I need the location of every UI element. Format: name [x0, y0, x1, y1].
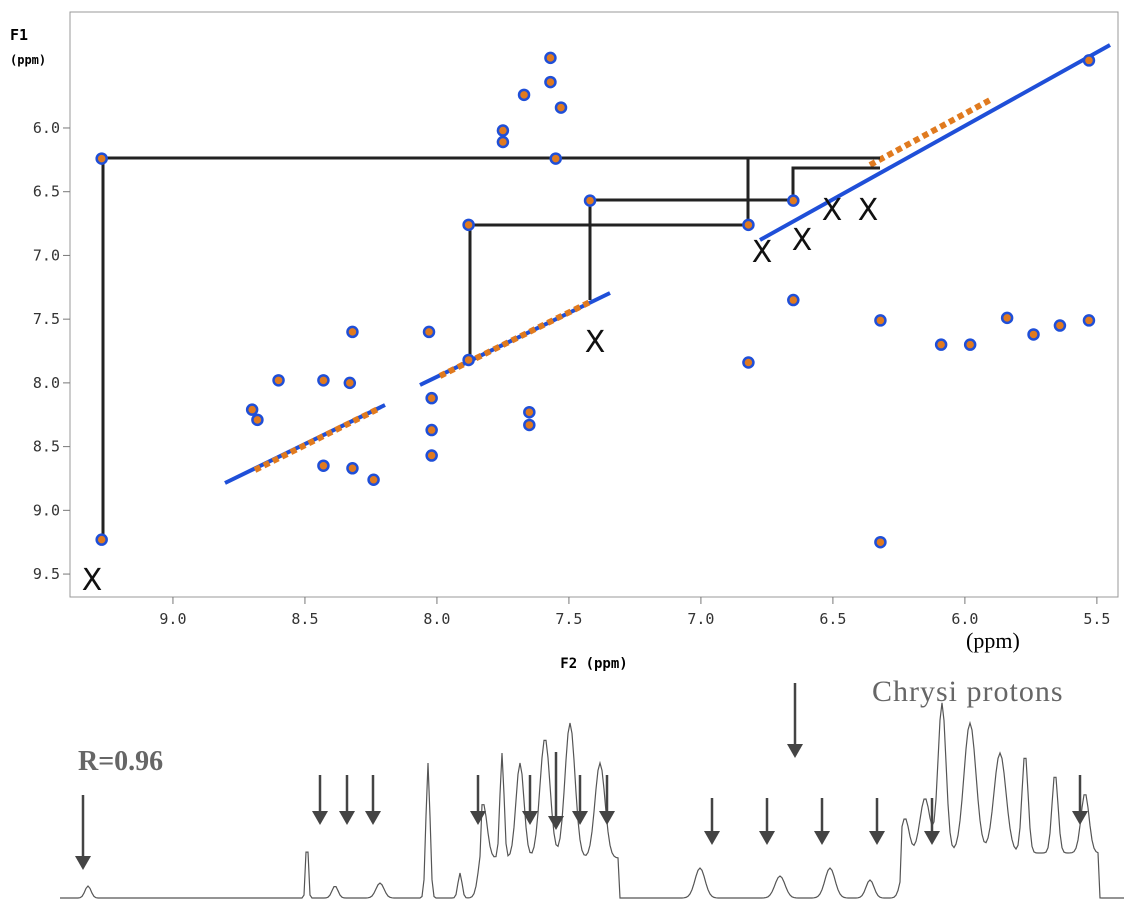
- diagonal-segment: [759, 43, 1111, 242]
- cross-peak: [1027, 328, 1040, 341]
- y-tick-label: 8.5: [33, 438, 60, 456]
- arrow-head: [599, 811, 615, 825]
- cross-peak: [367, 473, 380, 486]
- spectrum-trace: [60, 702, 1124, 899]
- y-tick-label: 7.0: [33, 246, 60, 264]
- cross-peak: [251, 413, 264, 427]
- cross-peak: [523, 405, 536, 419]
- cross-peak: [462, 353, 475, 367]
- cross-peak: [934, 338, 948, 351]
- cross-peak: [787, 293, 800, 307]
- cross-peak: [496, 124, 510, 137]
- diagonal-segment: [868, 97, 992, 168]
- annotation: X: [822, 193, 843, 228]
- cross-peak: [95, 152, 108, 165]
- diagonal-highlight: [253, 97, 992, 473]
- diagonal-segment: [253, 405, 382, 473]
- x-tick-label: 7.5: [555, 610, 582, 628]
- arrow-head: [759, 831, 775, 845]
- x-tick-label: 9.0: [159, 610, 186, 628]
- cross-peak: [462, 218, 475, 232]
- y-tick-label: 7.5: [33, 310, 60, 328]
- cross-peak: [343, 376, 357, 390]
- cross-peak: [554, 101, 568, 114]
- cross-peak: [742, 356, 755, 369]
- cross-peak: [317, 459, 330, 472]
- annotation: X: [585, 325, 606, 360]
- diagonal-segment: [438, 299, 592, 379]
- x-tick-label: 6.0: [951, 610, 978, 628]
- cross-peak: [245, 403, 259, 416]
- cross-peak: [523, 418, 536, 432]
- cross-peak: [425, 391, 438, 405]
- cross-peak: [425, 423, 438, 437]
- cross-peak: [742, 218, 755, 232]
- y-label: F1: [10, 26, 28, 44]
- cross-peak: [874, 314, 887, 327]
- arrow-head: [548, 816, 564, 830]
- arrow-head: [924, 831, 940, 845]
- connection: [468, 158, 750, 360]
- x-tick-label: 7.0: [687, 610, 714, 628]
- arrow-head: [312, 811, 328, 825]
- arrow-head: [75, 856, 91, 870]
- cross-peak: [544, 75, 557, 89]
- spectrum: [60, 702, 1124, 899]
- arrow-head: [522, 811, 538, 825]
- cross-peak: [583, 194, 597, 207]
- arrow-head: [704, 831, 720, 845]
- unit-note: (ppm): [966, 628, 1020, 653]
- arrow-head: [814, 831, 830, 845]
- arrow-head: [869, 831, 885, 845]
- annotation: X: [752, 235, 773, 270]
- cross-peak: [346, 325, 359, 339]
- cross-peak: [272, 374, 285, 387]
- y-tick-label: 6.5: [33, 183, 60, 201]
- cross-peak: [1000, 311, 1014, 325]
- cross-peak: [422, 325, 436, 339]
- cross-peak: [874, 535, 887, 549]
- x-label: F2 (ppm): [560, 656, 627, 672]
- correlation-label: R=0.96: [78, 746, 163, 777]
- cross-peak: [346, 462, 359, 475]
- y-tick-label: 6.0: [33, 119, 60, 137]
- cross-peak: [496, 135, 510, 149]
- cross-peak: [549, 152, 562, 165]
- cross-peak: [787, 194, 800, 207]
- cross-peak: [963, 338, 977, 351]
- cross-peak: [1082, 54, 1096, 67]
- spectrum-label: Chrysi protons: [872, 675, 1064, 708]
- cross-peak: [425, 449, 438, 462]
- annotation: X: [858, 193, 879, 228]
- cross-peak: [95, 533, 108, 546]
- diagonal-segment: [224, 403, 386, 485]
- arrow-head: [572, 811, 588, 825]
- cross-peak: [1082, 314, 1096, 327]
- x-tick-label: 8.0: [423, 610, 450, 628]
- y-label: (ppm): [10, 53, 46, 67]
- y-tick-label: 9.5: [33, 565, 60, 583]
- x-tick-label: 6.5: [819, 610, 846, 628]
- cross-peak: [544, 51, 557, 65]
- x-tick-label: 5.5: [1083, 610, 1110, 628]
- y-tick-label: 8.0: [33, 374, 60, 392]
- connection: [588, 166, 880, 300]
- arrow-head: [1072, 811, 1088, 825]
- annotation: X: [792, 223, 813, 258]
- annotation: X: [82, 563, 103, 598]
- x-tick-label: 8.5: [291, 610, 318, 628]
- cross-peak: [517, 88, 531, 102]
- cross-peak: [317, 374, 330, 387]
- y-tick-label: 9.0: [33, 501, 60, 519]
- arrow-head: [470, 811, 486, 825]
- cross-peak: [1053, 319, 1067, 332]
- arrow-head: [365, 811, 381, 825]
- arrow-head: [787, 744, 803, 758]
- plot-frame: [69, 11, 1119, 598]
- arrow-head: [339, 811, 355, 825]
